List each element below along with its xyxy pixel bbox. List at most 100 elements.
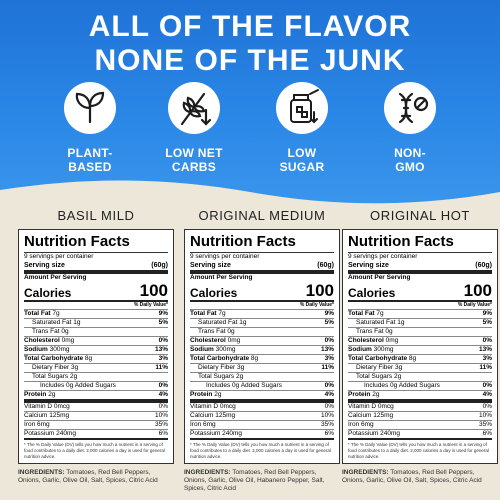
product-panel-original-medium: ORIGINAL MEDIUM Nutrition Facts 9 servin…	[184, 208, 340, 493]
vitamin-row: Vitamin D 0mcg 0%	[348, 403, 492, 412]
nutrient-row: Protein 2g 4%	[24, 391, 168, 403]
nutrient-row: Protein 2g 4%	[348, 391, 492, 403]
servings-per-container: 9 servings per container	[348, 253, 418, 260]
nutrient-row: Sodium 300mg 13%	[24, 346, 168, 355]
nutrient-row: Includes 0g Added Sugars 0%	[24, 382, 168, 391]
calories-label: Calories	[190, 286, 238, 300]
product-name: ORIGINAL MEDIUM	[198, 208, 326, 223]
nutrient-row: Includes 0g Added Sugars 0%	[348, 382, 492, 391]
vitamin-row: Calcium 125mg 10%	[24, 412, 168, 421]
wheat-down-arrow-icon	[168, 82, 220, 134]
nutrition-label: Nutrition Facts 9 servings per container…	[184, 229, 340, 464]
nutrient-row: Protein 2g 4%	[190, 391, 334, 403]
nutrient-row: Total Fat 7g 9%	[348, 310, 492, 319]
nutrient-row: Saturated Fat 1g 5%	[24, 319, 168, 328]
headline-line-1: ALL OF THE FLAVOR	[88, 10, 412, 43]
vitamin-row: Potassium 240mg 6%	[24, 430, 168, 440]
amount-per-serving: Amount Per Serving	[24, 274, 87, 281]
wave-divider	[0, 180, 500, 228]
dv-footnote: * The % Daily Value (DV) tells you how m…	[348, 442, 489, 459]
amount-per-serving: Amount Per Serving	[348, 274, 411, 281]
nutrient-row: Cholesterol 0mg 0%	[190, 337, 334, 346]
nutrient-row: Saturated Fat 1g 5%	[190, 319, 334, 328]
feature-plant-based: PLANT- BASED	[30, 82, 150, 174]
product-name: ORIGINAL HOT	[370, 208, 470, 223]
sugar-jar-icon	[276, 82, 328, 134]
nutrient-row: Total Carbohydrate 8g 3%	[24, 355, 168, 364]
nutrient-row: Cholesterol 0mg 0%	[348, 337, 492, 346]
vitamin-row: Potassium 240mg 6%	[348, 430, 492, 440]
vitamin-row: Calcium 125mg 10%	[348, 412, 492, 421]
ingredients-text: Tomatoes, Red Bell Peppers, Onions, Garl…	[184, 469, 325, 492]
calories-value: 100	[139, 281, 168, 300]
daily-value-header: % Daily Value*	[190, 302, 334, 310]
nutrient-row: Includes 0g Added Sugars 0%	[190, 382, 334, 391]
feature-row: PLANT- BASED LOW NET CARBS LOW SUGAR	[0, 82, 500, 202]
servings-per-container: 9 servings per container	[190, 253, 260, 260]
serving-size-row: Serving size (60g)	[24, 261, 168, 274]
calories-row: Calories 100	[348, 282, 492, 302]
feature-label: NON- GMO	[394, 146, 426, 174]
nutrient-row: Dietary Fiber 3g 11%	[24, 364, 168, 373]
nutrient-row: Total Carbohydrate 8g 3%	[190, 355, 334, 364]
nutrient-row: Total Sugars 2g	[348, 373, 492, 382]
nutrient-row: Sodium 300mg 13%	[348, 346, 492, 355]
serving-size-value: (60g)	[151, 262, 168, 269]
nutrient-row: Saturated Fat 1g 5%	[348, 319, 492, 328]
nutrient-row: Total Carbohydrate 8g 3%	[348, 355, 492, 364]
ingredients-label: INGREDIENTS:	[184, 469, 231, 476]
nutrient-row: Trans Fat 0g	[190, 328, 334, 337]
servings-per-container: 9 servings per container	[24, 253, 94, 260]
leaf-sprout-icon	[64, 82, 116, 134]
product-panel-basil-mild: BASIL MILD Nutrition Facts 9 servings pe…	[18, 208, 174, 485]
vitamin-row: Calcium 125mg 10%	[190, 412, 334, 421]
feature-label: LOW SUGAR	[279, 146, 325, 174]
feature-non-gmo: NON- GMO	[350, 82, 470, 174]
nutrition-facts-title: Nutrition Facts	[190, 234, 334, 253]
ingredients: INGREDIENTS: Tomatoes, Red Bell Peppers,…	[18, 469, 174, 485]
vitamin-row: Iron 6mg 35%	[24, 421, 168, 430]
vitamin-row: Iron 6mg 35%	[348, 421, 492, 430]
nutrient-row: Cholesterol 0mg 0%	[24, 337, 168, 346]
nutrient-row: Total Sugars 2g	[24, 373, 168, 382]
serving-size-label: Serving size	[190, 262, 231, 269]
serving-size-row: Serving size (60g)	[190, 261, 334, 274]
nutrition-facts-title: Nutrition Facts	[24, 234, 168, 253]
feature-low-sugar: LOW SUGAR	[242, 82, 362, 174]
amount-per-serving: Amount Per Serving	[190, 274, 253, 281]
serving-size-label: Serving size	[348, 262, 389, 269]
calories-value: 100	[463, 281, 492, 300]
ingredients-text: Tomatoes, Red Bell Peppers, Onions, Garl…	[342, 469, 482, 484]
ingredients: INGREDIENTS: Tomatoes, Red Bell Peppers,…	[184, 469, 340, 493]
feature-label: LOW NET CARBS	[165, 146, 223, 174]
serving-size-value: (60g)	[475, 262, 492, 269]
ingredients: INGREDIENTS: Tomatoes, Red Bell Peppers,…	[342, 469, 498, 485]
dv-footnote: * The % Daily Value (DV) tells you how m…	[24, 442, 165, 459]
nutrient-row: Trans Fat 0g	[24, 328, 168, 337]
dv-footnote: * The % Daily Value (DV) tells you how m…	[190, 442, 331, 459]
vitamin-row: Potassium 240mg 6%	[190, 430, 334, 440]
nutrient-row: Total Fat 7g 9%	[24, 310, 168, 319]
nutrient-row: Sodium 300mg 13%	[190, 346, 334, 355]
nutrient-row: Dietary Fiber 3g 11%	[190, 364, 334, 373]
nutrition-facts-title: Nutrition Facts	[348, 234, 492, 253]
nutrition-label: Nutrition Facts 9 servings per container…	[18, 229, 174, 464]
dna-no-icon	[384, 82, 436, 134]
calories-label: Calories	[348, 286, 396, 300]
calories-row: Calories 100	[24, 282, 168, 302]
nutrient-row: Trans Fat 0g	[348, 328, 492, 337]
calories-value: 100	[305, 281, 334, 300]
ingredients-label: INGREDIENTS:	[18, 469, 65, 476]
nutrient-row: Total Fat 7g 9%	[190, 310, 334, 319]
vitamin-row: Vitamin D 0mcg 0%	[190, 403, 334, 412]
vitamin-row: Vitamin D 0mcg 0%	[24, 403, 168, 412]
serving-size-label: Serving size	[24, 262, 65, 269]
product-name: BASIL MILD	[57, 208, 135, 223]
headline: ALL OF THE FLAVOR NONE OF THE JUNK	[0, 10, 500, 78]
calories-label: Calories	[24, 286, 72, 300]
ingredients-label: INGREDIENTS:	[342, 469, 389, 476]
nutrient-row: Dietary Fiber 3g 11%	[348, 364, 492, 373]
serving-size-row: Serving size (60g)	[348, 261, 492, 274]
feature-low-net-carbs: LOW NET CARBS	[134, 82, 254, 174]
vitamin-row: Iron 6mg 35%	[190, 421, 334, 430]
